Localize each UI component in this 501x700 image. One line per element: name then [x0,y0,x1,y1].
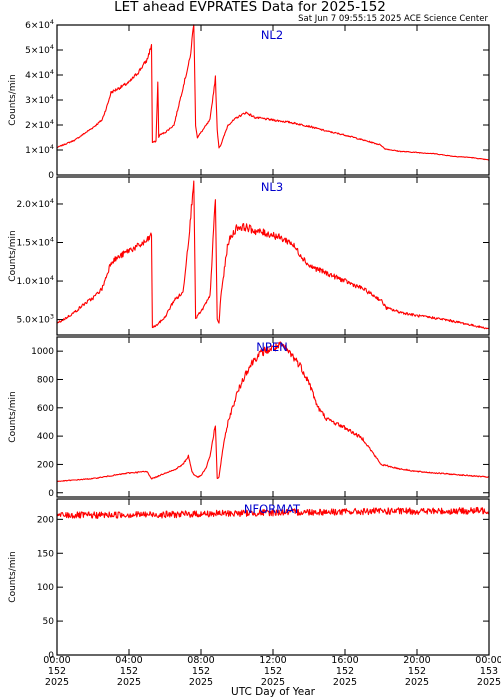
panel-nl3: 5.0×103 1.0×104 1.5×104 2.0×104 Counts/min NL… [8,176,490,336]
x-tick-label-year: 2025 [477,677,501,688]
x-tick-label-doy: 152 [120,666,138,677]
y-tick-label: 0 [48,489,54,499]
y-tick-label: 600 [37,404,54,414]
x-tick-label-year: 2025 [117,677,141,688]
y-tick-label: 1×104 [25,143,54,156]
x-axis: 00:00152202504:00152202508:00152202512:0… [43,655,501,688]
y-axis-label: Counts/min [8,391,18,442]
y-tick-label: 200 [37,460,54,470]
y-tick-label: 800 [37,375,54,385]
y-tick-label: 150 [37,549,54,559]
x-tick-label-time: 12:00 [259,655,286,666]
y-tick-label: 1000 [31,347,54,357]
series-line-npen [56,341,490,483]
panel-label: NFORMAT [244,502,301,516]
x-tick-label-time: 00:00 [475,655,501,666]
x-tick-label-time: 00:00 [43,655,70,666]
x-tick-label-doy: 152 [408,666,426,677]
x-tick-label-year: 2025 [333,677,357,688]
series-line-nformat [56,506,490,519]
x-tick-label-doy: 152 [336,666,354,677]
x-tick-label-year: 2025 [45,677,69,688]
y-tick-label: 6×104 [25,18,54,31]
panel-label: NL2 [261,28,283,42]
y-tick-label: 0 [48,171,54,181]
x-tick-label-time: 20:00 [403,655,430,666]
x-tick-label-doy: 152 [264,666,282,677]
series-line-nl3 [56,180,490,330]
y-tick-label: 0 [48,651,54,661]
x-tick-label-doy: 152 [48,666,66,677]
panel-nl2: 0 1×104 2×104 3×104 4×104 5×104 6×104 Counts/mi… [8,18,490,181]
y-tick-label: 50 [43,617,55,627]
plot-frame [56,24,490,176]
x-tick-label-time: 08:00 [187,655,214,666]
y-axis-label: Counts/min [8,74,18,125]
plot-frame [56,336,490,498]
panel-label: NL3 [261,180,283,194]
y-tick-label: 3×104 [25,93,54,106]
figure-title: LET ahead EVPRATES Data for 2025-152 [114,0,386,15]
y-tick-label: 5.0×103 [17,313,54,326]
y-tick-label: 4×104 [25,68,54,81]
plot-frame [56,498,490,656]
y-tick-label: 5×104 [25,43,54,56]
timestamp: Sat Jun 7 09:55:15 2025 ACE Science Cent… [298,14,488,24]
x-tick-label-year: 2025 [189,677,213,688]
x-axis-label: UTC Day of Year [231,686,316,698]
x-tick-label-doy: 153 [480,666,498,677]
panels: 0 1×104 2×104 3×104 4×104 5×104 6×104 Counts/mi… [8,18,490,661]
y-axis-label: Counts/min [8,230,18,281]
panel-label: NPEN [256,340,287,354]
x-tick-label-year: 2025 [405,677,429,688]
y-tick-label: 1.5×104 [17,236,54,249]
x-tick-label-year: 2025 [261,677,285,688]
y-tick-label: 1.0×104 [17,274,54,287]
x-tick-label-doy: 152 [192,666,210,677]
y-axis-label: Counts/min [8,551,18,602]
y-tick-label: 2.0×104 [17,197,54,210]
y-tick-label: 200 [37,515,54,525]
panel-nformat: 0 50 100 150 200 Counts/min NFORMAT [8,498,490,661]
y-tick-label: 400 [37,432,54,442]
series-line-nl2 [56,24,490,161]
x-tick-label-time: 16:00 [331,655,358,666]
panel-npen: 0 200 400 600 800 1000 Counts/min NPEN [8,336,490,499]
y-tick-label: 100 [37,583,54,593]
x-tick-label-time: 04:00 [115,655,142,666]
y-tick-label: 2×104 [25,118,54,131]
